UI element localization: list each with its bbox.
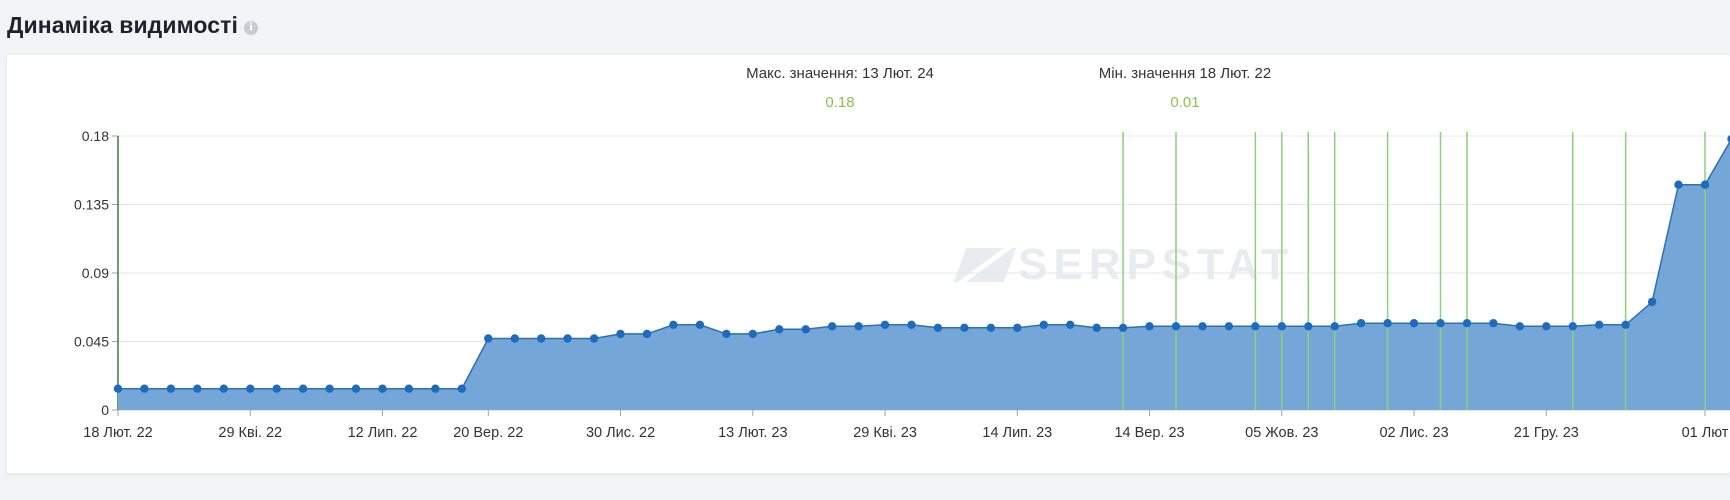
data-point-26: [801, 325, 810, 334]
info-icon[interactable]: i: [244, 20, 259, 35]
min-value-box: Мін. значення 18 Лют. 22 0.01: [1075, 65, 1295, 111]
data-point-61: [1727, 135, 1730, 143]
data-point-59: [1674, 180, 1683, 189]
data-point-13: [457, 384, 466, 393]
data-point-49: [1409, 319, 1419, 328]
data-point-55: [1568, 322, 1578, 331]
data-point-60: [1700, 180, 1710, 189]
data-point-41: [1198, 322, 1207, 331]
data-point-22: [695, 320, 705, 329]
min-value-label: Мін. значення 18 Лют. 22: [1098, 65, 1272, 82]
x-tick-label-0: 18 Лют. 22: [83, 425, 152, 441]
series-line: [118, 140, 1730, 390]
max-value-label: Макс. значення: 13 Лют. 24: [746, 65, 934, 82]
data-point-57: [1621, 320, 1630, 329]
x-tick-label-12: 01 Лют: [1682, 425, 1729, 441]
data-point-2: [166, 384, 176, 393]
data-point-11: [404, 384, 414, 393]
data-point-46: [1330, 322, 1339, 331]
max-value-box: Макс. значення: 13 Лют. 24 0.18: [730, 65, 950, 111]
x-tick-label-11: 21 Гру. 23: [1514, 425, 1579, 441]
data-point-27: [827, 322, 837, 331]
data-point-58: [1647, 297, 1657, 307]
data-point-47: [1356, 319, 1366, 328]
data-point-32: [960, 323, 969, 332]
data-point-24: [748, 329, 757, 339]
data-point-36: [1066, 320, 1075, 329]
y-tick-label-4: 0: [101, 402, 109, 418]
data-point-44: [1277, 322, 1287, 331]
title-row: Динаміка видимості i: [7, 12, 259, 39]
data-point-9: [351, 384, 361, 393]
data-point-21: [669, 320, 678, 329]
data-point-7: [298, 384, 308, 393]
data-point-43: [1251, 322, 1260, 331]
data-point-25: [775, 325, 784, 334]
data-point-0: [113, 384, 123, 393]
x-tick-label-7: 14 Лип. 23: [982, 425, 1052, 441]
data-point-4: [219, 384, 228, 393]
data-point-3: [193, 384, 202, 393]
data-point-40: [1171, 322, 1181, 331]
page-title: Динаміка видимості: [7, 12, 239, 38]
x-tick-label-8: 14 Вер. 23: [1114, 425, 1184, 441]
y-tick-label-3: 0.045: [74, 334, 109, 350]
data-point-12: [431, 384, 440, 393]
x-tick-label-6: 29 Кві. 23: [853, 425, 917, 441]
data-point-56: [1595, 320, 1604, 329]
max-value: 0.18: [825, 94, 855, 111]
data-point-19: [616, 329, 625, 339]
data-point-38: [1118, 323, 1128, 332]
data-point-54: [1542, 322, 1551, 331]
data-point-48: [1383, 319, 1392, 328]
data-point-45: [1304, 322, 1313, 331]
x-tick-label-2: 12 Лип. 22: [348, 425, 418, 441]
data-point-52: [1489, 319, 1498, 328]
data-point-29: [880, 320, 890, 329]
data-point-31: [933, 323, 943, 332]
serpstat-watermark: SERPSTAT: [953, 240, 1295, 290]
data-point-50: [1436, 319, 1445, 328]
data-point-6: [272, 384, 281, 393]
data-point-39: [1145, 322, 1154, 331]
data-point-15: [510, 334, 519, 343]
data-point-10: [378, 384, 387, 393]
data-point-28: [854, 322, 863, 331]
data-point-17: [563, 334, 572, 343]
data-point-8: [325, 384, 334, 393]
x-tick-label-5: 13 Лют. 23: [718, 425, 787, 441]
data-point-18: [589, 334, 599, 343]
data-point-20: [642, 329, 652, 339]
data-point-34: [1013, 323, 1022, 332]
x-tick-label-1: 29 Кві. 22: [218, 425, 282, 441]
data-point-53: [1515, 322, 1525, 331]
data-point-42: [1224, 322, 1234, 331]
data-point-33: [986, 323, 996, 332]
data-point-14: [484, 334, 493, 343]
data-point-37: [1092, 323, 1101, 332]
data-point-1: [140, 384, 149, 393]
min-value: 0.01: [1170, 94, 1200, 111]
data-point-30: [907, 320, 916, 329]
x-tick-label-9: 05 Жов. 23: [1245, 425, 1318, 441]
x-tick-label-10: 02 Лис. 23: [1379, 425, 1448, 441]
y-tick-label-0: 0.18: [82, 128, 109, 144]
data-point-51: [1462, 319, 1472, 328]
x-tick-label-4: 30 Лис. 22: [586, 425, 655, 441]
watermark-text: SERPSTAT: [1018, 240, 1295, 289]
x-tick-label-3: 20 Вер. 22: [453, 425, 523, 441]
series-area: [118, 141, 1730, 410]
y-tick-label-1: 0.135: [74, 197, 109, 213]
data-point-23: [722, 329, 731, 339]
data-point-35: [1039, 320, 1049, 329]
data-point-5: [246, 384, 255, 393]
y-tick-label-2: 0.09: [82, 265, 109, 281]
data-point-16: [537, 334, 546, 343]
